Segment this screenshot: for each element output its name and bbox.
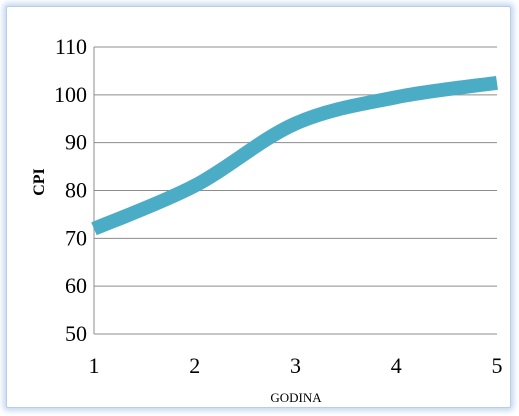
y-tick-label-80: 80	[65, 178, 87, 203]
x-tick-label-1: 1	[89, 353, 100, 378]
y-tick-label-110: 110	[55, 34, 87, 59]
gridlines	[94, 46, 497, 287]
y-tick-labels: 50 60 70 80 90 100 110	[54, 34, 87, 346]
y-tick-label-100: 100	[54, 82, 87, 107]
x-tick-label-4: 4	[391, 353, 402, 378]
axes	[93, 47, 497, 335]
chart-frame	[6, 6, 511, 408]
y-tick-label-70: 70	[65, 225, 87, 250]
x-axis-title: GODINA	[270, 390, 322, 405]
x-tick-label-3: 3	[290, 353, 301, 378]
y-tick-label-60: 60	[65, 273, 87, 298]
series-line-0	[91, 75, 498, 236]
x-tick-label-2: 2	[189, 353, 200, 378]
y-axis-title: CPI	[31, 168, 48, 196]
y-tick-label-90: 90	[65, 130, 87, 155]
series-group	[91, 75, 498, 236]
x-tick-label-5: 5	[492, 353, 503, 378]
x-tick-labels: 1 2 3 4 5	[89, 353, 503, 378]
y-tick-label-50: 50	[65, 321, 87, 346]
